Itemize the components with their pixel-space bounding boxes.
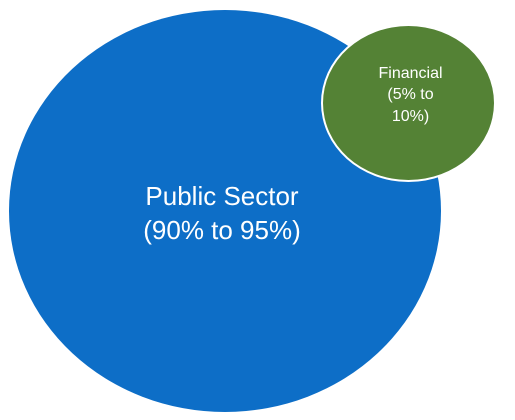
public-sector-label: Public Sector (90% to 95%) xyxy=(143,181,301,245)
financial-label: Financial (5% to 10%) xyxy=(378,64,443,125)
financial-bubble: Financial (5% to 10%) xyxy=(321,24,496,182)
